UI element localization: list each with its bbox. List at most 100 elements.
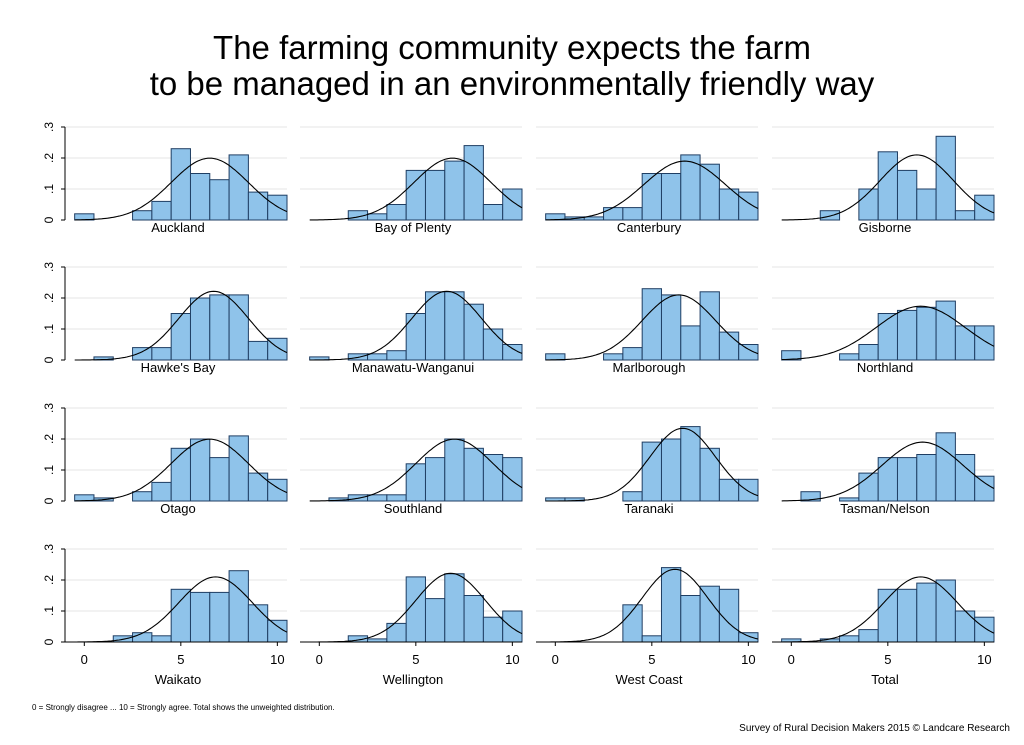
histogram-bar xyxy=(405,169,426,221)
histogram-bar xyxy=(622,491,643,502)
histogram-bar xyxy=(622,207,643,221)
histogram-bar xyxy=(738,632,759,643)
histogram-bar xyxy=(209,294,230,361)
histogram-bar xyxy=(502,610,523,643)
x-tick-label: 5 xyxy=(412,652,419,667)
histogram-bar xyxy=(189,297,211,361)
normal-curve xyxy=(74,576,288,643)
panel-label: Auckland xyxy=(151,220,204,235)
histogram-bar xyxy=(858,188,879,221)
panel-label: West Coast xyxy=(616,672,683,687)
histogram-bar xyxy=(583,216,605,221)
x-tick-label: 5 xyxy=(648,652,655,667)
y-tick-label: 0 xyxy=(42,497,56,504)
normal-curve xyxy=(309,438,523,502)
histogram-bar xyxy=(502,188,523,221)
histogram-bar xyxy=(209,591,230,643)
histogram-bar xyxy=(151,481,172,502)
histogram-bar xyxy=(954,610,976,643)
histogram-bar xyxy=(916,188,937,221)
histogram-bar xyxy=(247,191,269,221)
y-tick-label: .1 xyxy=(42,465,56,475)
histogram-bar xyxy=(189,591,211,643)
y-tick-label: .1 xyxy=(42,184,56,194)
histogram-bar xyxy=(444,291,465,361)
histogram-bar xyxy=(738,478,759,502)
x-tick-label: 0 xyxy=(552,652,559,667)
x-tick-label: 5 xyxy=(884,652,891,667)
histogram-bar xyxy=(482,454,504,502)
x-tick-label: 0 xyxy=(788,652,795,667)
normal-curve xyxy=(545,427,759,502)
y-tick-label: .3 xyxy=(42,122,56,132)
histogram-bar xyxy=(699,291,720,361)
histogram-bar xyxy=(738,344,759,361)
histogram-bar xyxy=(482,616,504,643)
title-line-2: to be managed in an environmentally frie… xyxy=(149,65,875,102)
histogram-bar xyxy=(405,576,426,643)
histogram-bar xyxy=(151,635,172,643)
panel-label: Gisborne xyxy=(859,220,912,235)
histogram-bar xyxy=(170,588,191,643)
normal-curve xyxy=(781,305,995,361)
histogram-bar xyxy=(247,340,269,361)
histogram-bar xyxy=(267,194,288,221)
x-tick-label: 0 xyxy=(316,652,323,667)
x-tick-label: 0 xyxy=(81,652,88,667)
panel-label: Marlborough xyxy=(613,360,686,375)
y-tick-label: .2 xyxy=(42,575,56,585)
histogram-bar xyxy=(463,595,484,643)
y-tick-label: .2 xyxy=(42,153,56,163)
histogram-bar xyxy=(680,154,701,221)
normal-curve xyxy=(74,290,288,361)
histogram-bar xyxy=(680,595,701,643)
histogram-bar xyxy=(660,567,682,643)
histogram-bar xyxy=(896,169,918,221)
panel-label: Otago xyxy=(160,501,195,516)
y-tick-label: .1 xyxy=(42,324,56,334)
normal-curve xyxy=(781,441,995,502)
histogram-bar xyxy=(974,616,995,643)
histogram-bar xyxy=(896,309,918,361)
histogram-bar xyxy=(444,438,465,502)
histogram-bar xyxy=(641,635,662,643)
normal-curve xyxy=(309,290,523,361)
histogram-bar xyxy=(151,347,172,361)
normal-curve xyxy=(545,568,759,643)
title-line-1: The farming community expects the farm xyxy=(213,29,811,66)
histogram-bar xyxy=(132,210,153,221)
histogram-bar xyxy=(680,426,701,502)
normal-curve xyxy=(309,572,523,643)
histogram-bar xyxy=(228,435,249,502)
histogram-bar xyxy=(463,303,484,361)
panel-label: Tasman/Nelson xyxy=(840,501,930,516)
y-tick-label: 0 xyxy=(42,638,56,645)
histogram-bar xyxy=(935,432,956,502)
histogram-bar xyxy=(935,300,956,361)
histogram-bar xyxy=(444,160,465,221)
histogram-bar xyxy=(170,447,191,502)
histogram-bar xyxy=(916,306,937,361)
normal-curve xyxy=(781,576,995,643)
y-tick-label: 0 xyxy=(42,216,56,223)
histogram-bar xyxy=(680,325,701,361)
panel-label: Wellington xyxy=(383,672,443,687)
histogram-bar xyxy=(660,438,682,502)
normal-curve xyxy=(74,438,288,502)
histogram-bar xyxy=(482,204,504,221)
histogram-bar xyxy=(896,588,918,643)
histogram-bar xyxy=(974,325,995,361)
histogram-bar xyxy=(916,582,937,643)
histogram-bar xyxy=(502,344,523,361)
panel-label: Canterbury xyxy=(617,220,682,235)
normal-curve xyxy=(74,157,288,221)
x-tick-label: 10 xyxy=(505,652,519,667)
normal-curve xyxy=(545,294,759,361)
y-tick-label: .3 xyxy=(42,544,56,554)
y-tick-label: 0 xyxy=(42,356,56,363)
y-tick-label: .2 xyxy=(42,293,56,303)
histogram-bar xyxy=(209,457,230,502)
histogram-bar xyxy=(209,179,230,221)
histogram-bar xyxy=(877,457,898,502)
panel-label: Northland xyxy=(857,360,913,375)
